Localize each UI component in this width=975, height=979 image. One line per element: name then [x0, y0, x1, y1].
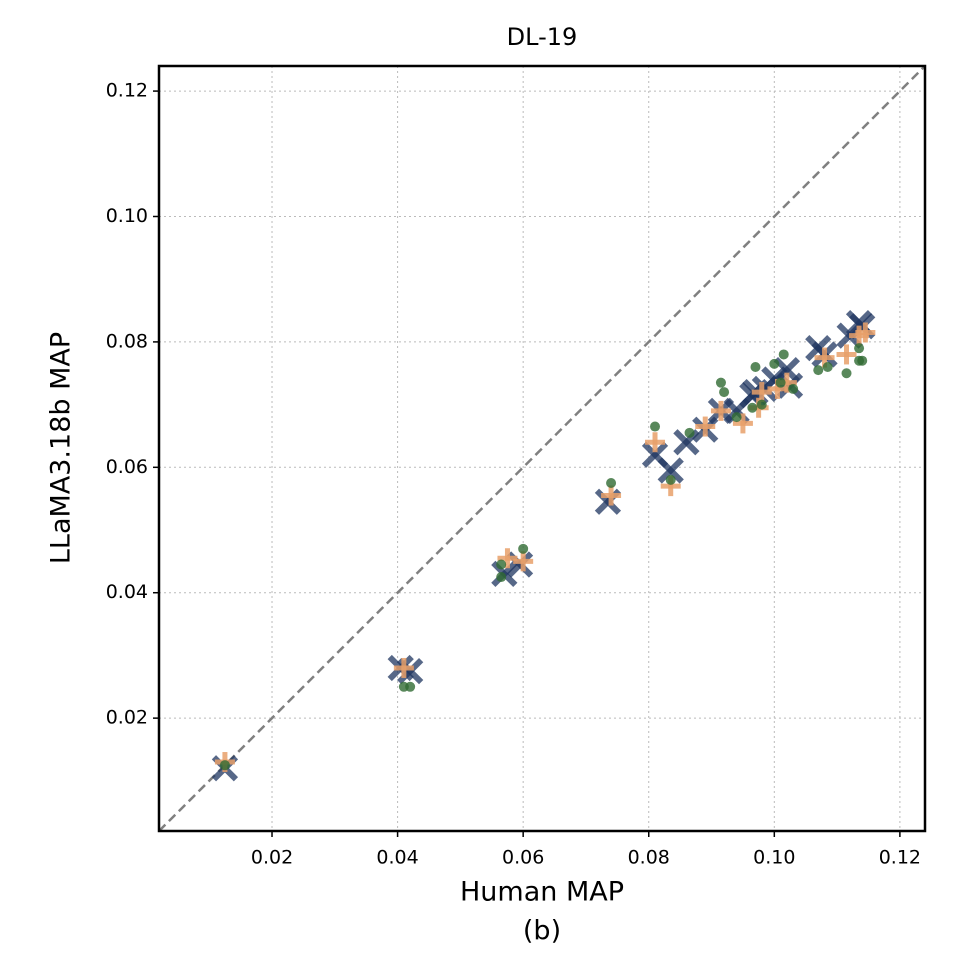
dot — [841, 368, 852, 379]
dot — [788, 383, 799, 394]
x-stroke — [641, 441, 669, 468]
point — [732, 413, 753, 434]
point — [219, 760, 230, 771]
point — [813, 365, 824, 376]
point — [857, 355, 868, 366]
y-tick-label: 0.06 — [106, 456, 148, 478]
point — [645, 432, 666, 453]
plot-frame — [157, 64, 927, 833]
point — [710, 400, 731, 421]
x-stroke — [506, 551, 534, 578]
caption: (b) — [523, 916, 561, 947]
point — [657, 457, 684, 484]
dot — [775, 377, 786, 388]
point — [841, 368, 852, 379]
point — [518, 543, 529, 554]
dot — [778, 349, 789, 360]
dot — [731, 412, 742, 423]
point — [731, 412, 742, 423]
x-tick-label: 0.10 — [753, 847, 795, 869]
point — [405, 681, 416, 692]
dot — [857, 355, 868, 366]
point — [769, 358, 780, 369]
point — [496, 572, 507, 583]
point — [822, 361, 833, 372]
x-tick-label: 0.12 — [879, 847, 921, 869]
point — [393, 657, 414, 678]
point — [775, 377, 786, 388]
x-tick-label: 0.06 — [502, 847, 544, 869]
y-tick-label: 0.10 — [106, 205, 148, 227]
chart-title: DL-19 — [507, 23, 578, 51]
point — [719, 387, 730, 398]
x-axis-label: Human MAP — [460, 877, 624, 908]
dot — [496, 572, 507, 583]
dot — [650, 421, 661, 432]
point — [513, 551, 534, 572]
dot — [747, 402, 758, 413]
dot — [684, 427, 695, 438]
point — [601, 485, 622, 506]
diagonal-reference — [158, 65, 926, 832]
dot — [813, 365, 824, 376]
dot — [518, 543, 529, 554]
point — [496, 559, 507, 570]
dot — [665, 474, 676, 485]
point — [684, 427, 695, 438]
y-tick-label: 0.08 — [106, 330, 148, 352]
point — [606, 477, 617, 488]
point — [750, 361, 761, 372]
x-tick-label: 0.08 — [628, 847, 670, 869]
dot — [756, 399, 767, 410]
dot — [715, 377, 726, 388]
point — [751, 382, 772, 403]
dot — [854, 343, 865, 354]
dot — [219, 760, 230, 771]
y-tick-label: 0.02 — [106, 707, 148, 729]
x-stroke — [397, 657, 424, 685]
dot — [750, 361, 761, 372]
x-stroke — [657, 457, 684, 484]
x-tick-label: 0.02 — [251, 847, 293, 869]
dot — [405, 681, 416, 692]
y-tick-label: 0.04 — [106, 581, 148, 603]
point — [778, 349, 789, 360]
y-axis-label: LLaMA3.18b MAP — [46, 332, 77, 564]
point — [665, 474, 676, 485]
dot — [719, 387, 730, 398]
point — [854, 343, 865, 354]
point — [695, 416, 716, 437]
point — [747, 402, 758, 413]
point — [788, 383, 799, 394]
x-tick-label: 0.04 — [376, 847, 418, 869]
point — [650, 421, 661, 432]
point — [836, 344, 857, 365]
dot — [496, 559, 507, 570]
dot — [822, 361, 833, 372]
dot — [769, 358, 780, 369]
point — [756, 399, 767, 410]
point — [855, 322, 876, 343]
point — [497, 548, 518, 569]
point — [715, 377, 726, 388]
y-tick-label: 0.12 — [106, 80, 148, 102]
dot — [606, 477, 617, 488]
